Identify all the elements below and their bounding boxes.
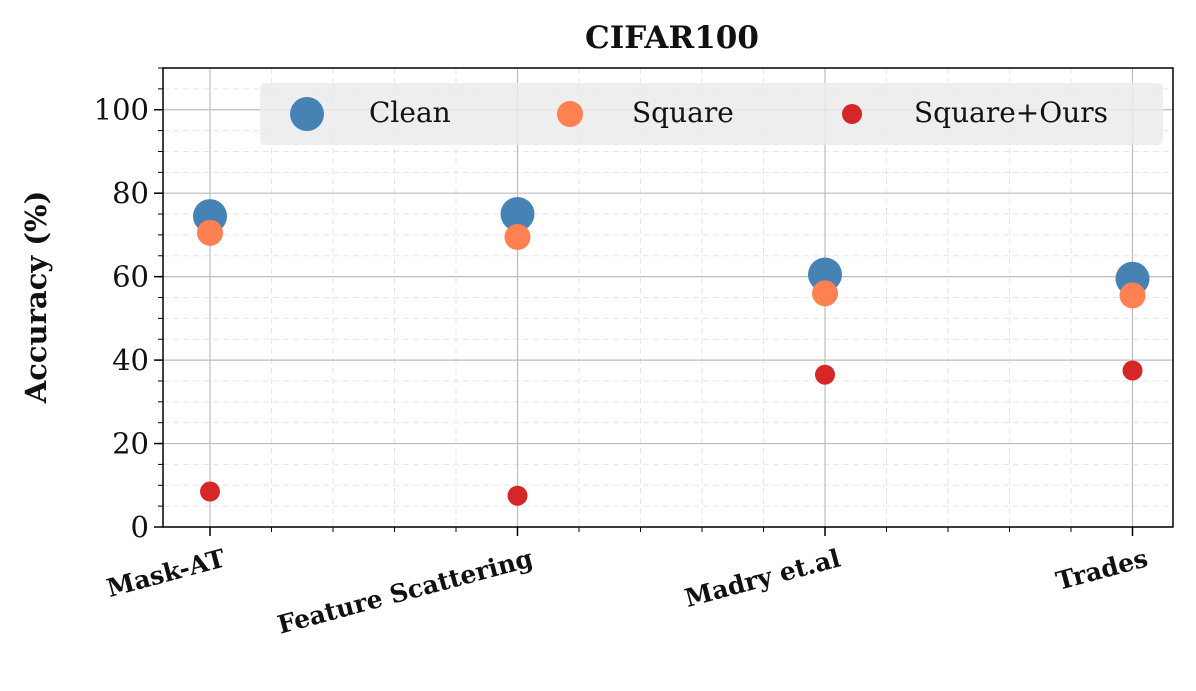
data-point (200, 481, 220, 502)
data-point (197, 219, 223, 246)
x-tick-label: Feature Scattering (274, 544, 535, 640)
x-tick-label: Trades (1053, 544, 1151, 596)
y-tick-label: 100 (94, 93, 149, 127)
legend-box (260, 83, 1163, 145)
legend-marker (557, 101, 583, 127)
legend: Clean Square Square+Ours (260, 83, 1163, 145)
y-axis-label: Accuracy (%) (19, 191, 53, 405)
data-point (504, 223, 531, 250)
legend-label: Square (632, 96, 734, 129)
y-tick-label: 60 (112, 260, 149, 294)
data-point (812, 280, 838, 307)
data-point (815, 364, 835, 385)
data-point (500, 197, 535, 232)
x-tick-label: Madry et.al (682, 544, 844, 613)
data-point (1122, 360, 1143, 381)
legend-marker (842, 104, 862, 124)
plot-frame (162, 67, 1174, 528)
y-tick-label: 20 (112, 427, 149, 461)
chart-title: CIFAR100 (585, 20, 759, 56)
data-point (507, 485, 528, 506)
y-tick-label: 0 (131, 510, 149, 544)
data-point (1119, 282, 1146, 309)
legend-label: Square+Ours (914, 96, 1108, 129)
y-tick-label: 40 (112, 343, 149, 377)
legend-label: Clean (369, 96, 451, 129)
data-point (808, 257, 842, 292)
y-tick-label: 80 (112, 176, 149, 210)
x-tick-label: Mask-AT (104, 543, 229, 603)
legend-marker (290, 97, 324, 131)
